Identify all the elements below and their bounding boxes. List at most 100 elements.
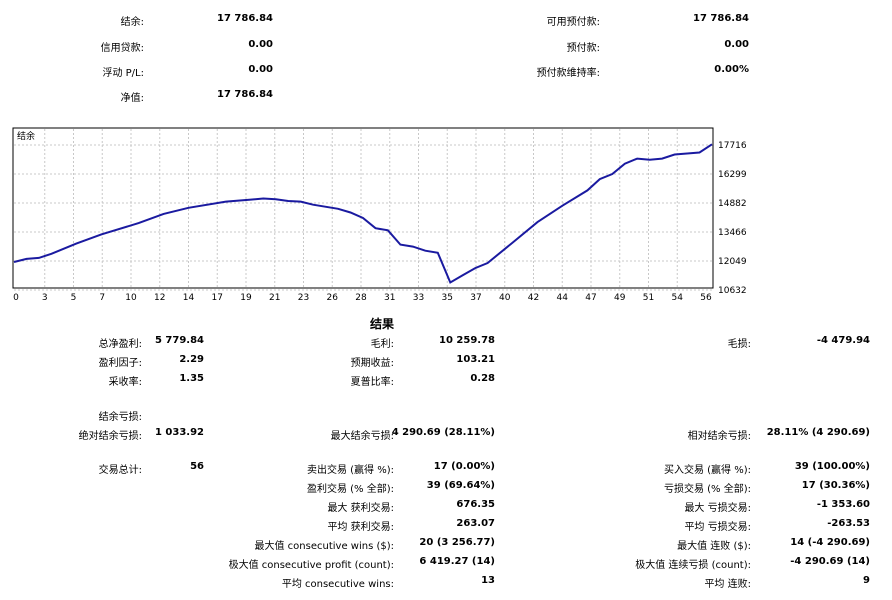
y-tick-label: 13466 xyxy=(718,228,747,238)
short-trades-value: 17 (0.00%) xyxy=(433,461,495,472)
y-tick-label: 10632 xyxy=(718,286,747,296)
x-tick-label: 51 xyxy=(643,293,654,303)
x-tick-label: 0 xyxy=(13,293,19,303)
balance-chart: 结余 17716 16299 14882 13466 12049 10632 0 3 5 7 10… xyxy=(12,127,747,303)
x-tick-label: 47 xyxy=(585,293,596,303)
max-cons-wins-label: 最大值 consecutive wins ($): xyxy=(254,541,395,552)
x-axis-ticks: 0 3 5 7 10 12 14 17 19 21 23 26 28 31 33 35 37 40 42 44 47 49… xyxy=(13,293,712,303)
x-tick-label: 35 xyxy=(442,293,453,303)
equity-label: 净值: xyxy=(120,93,144,104)
x-tick-label: 40 xyxy=(499,293,511,303)
abs-drawdown-value: 1 033.92 xyxy=(154,427,204,438)
profit-trades-value: 39 (69.64%) xyxy=(426,480,495,491)
rel-drawdown-label: 相对结余亏损: xyxy=(687,431,751,442)
avg-profit-value: 263.07 xyxy=(456,518,495,529)
expected-payoff-label: 预期收益: xyxy=(350,358,394,369)
x-tick-label: 28 xyxy=(355,293,367,303)
free-margin-value: 17 786.84 xyxy=(693,13,749,24)
loss-trades-value: 17 (30.36%) xyxy=(801,480,870,491)
y-tick-label: 12049 xyxy=(718,257,747,267)
x-tick-label: 23 xyxy=(298,293,309,303)
max-cons-losses-label: 最大值 连败 ($): xyxy=(677,541,751,552)
expected-payoff-value: 103.21 xyxy=(456,354,495,365)
largest-loss-label: 最大 亏损交易: xyxy=(684,503,751,514)
x-tick-label: 17 xyxy=(212,293,223,303)
x-tick-label: 44 xyxy=(557,293,569,303)
net-profit-label: 总净盈利: xyxy=(98,339,142,350)
margin-label: 预付款: xyxy=(566,43,600,54)
sharpe-ratio-value: 0.28 xyxy=(470,373,495,384)
x-tick-label: 31 xyxy=(384,293,395,303)
floating-pl-value: 0.00 xyxy=(248,64,273,75)
x-tick-label: 49 xyxy=(614,293,626,303)
x-tick-label: 54 xyxy=(672,293,684,303)
largest-loss-value: -1 353.60 xyxy=(816,499,870,510)
abs-drawdown-label: 绝对结余亏损: xyxy=(78,431,142,442)
y-tick-label: 17716 xyxy=(718,141,747,151)
sharpe-ratio-label: 夏普比率: xyxy=(350,377,394,388)
y-tick-label: 14882 xyxy=(718,199,747,209)
x-tick-label: 42 xyxy=(528,293,539,303)
rel-drawdown-value: 28.11% (4 290.69) xyxy=(766,427,870,438)
x-tick-label: 5 xyxy=(71,293,77,303)
max-cons-wins-value: 20 (3 256.77) xyxy=(419,537,495,548)
max-cons-loss-value: -4 290.69 (14) xyxy=(790,556,870,567)
x-tick-label: 26 xyxy=(327,293,339,303)
x-tick-label: 10 xyxy=(125,293,137,303)
free-margin-label: 可用预付款: xyxy=(546,17,600,28)
max-drawdown-label: 最大结余亏损: xyxy=(330,431,394,442)
long-trades-value: 39 (100.00%) xyxy=(794,461,870,472)
margin-level-value: 0.00% xyxy=(714,64,749,75)
x-tick-label: 12 xyxy=(154,293,165,303)
balance-label: 结余: xyxy=(120,17,144,28)
chart-legend: 结余 xyxy=(17,130,35,142)
x-tick-label: 7 xyxy=(99,293,105,303)
max-cons-profit-value: 6 419.27 (14) xyxy=(419,556,495,567)
avg-loss-value: -263.53 xyxy=(827,518,870,529)
floating-pl-label: 浮动 P/L: xyxy=(102,68,144,79)
results-title: 结果 xyxy=(370,317,395,331)
gross-loss-value: -4 479.94 xyxy=(816,335,870,346)
chart-grid xyxy=(14,129,712,291)
max-cons-profit-label: 极大值 consecutive profit (count): xyxy=(228,560,394,571)
x-tick-label: 33 xyxy=(413,293,424,303)
credit-value: 0.00 xyxy=(248,39,273,50)
long-trades-label: 买入交易 (赢得 %): xyxy=(663,465,751,476)
largest-profit-label: 最大 获利交易: xyxy=(327,503,394,514)
avg-cons-wins-value: 13 xyxy=(481,575,495,586)
total-trades-label: 交易总计: xyxy=(98,465,142,476)
x-tick-label: 56 xyxy=(700,293,712,303)
profit-factor-label: 盈利因子: xyxy=(98,358,142,369)
y-axis-ticks: 17716 16299 14882 13466 12049 10632 xyxy=(718,141,747,296)
chart-frame xyxy=(12,127,714,289)
gross-profit-label: 毛利: xyxy=(370,339,394,350)
equity-value: 17 786.84 xyxy=(217,89,273,100)
profit-factor-value: 2.29 xyxy=(179,354,204,365)
short-trades-label: 卖出交易 (赢得 %): xyxy=(306,465,394,476)
margin-level-label: 预付款维持率: xyxy=(536,68,600,79)
x-tick-label: 19 xyxy=(240,293,252,303)
profit-trades-label: 盈利交易 (% 全部): xyxy=(306,484,394,495)
credit-label: 信用贷款: xyxy=(100,43,144,54)
y-tick-label: 16299 xyxy=(718,170,747,180)
x-tick-label: 14 xyxy=(183,293,195,303)
x-tick-label: 37 xyxy=(470,293,481,303)
max-drawdown-value: 4 290.69 (28.11%) xyxy=(391,427,495,438)
gross-loss-label: 毛损: xyxy=(727,339,751,350)
recovery-factor-value: 1.35 xyxy=(179,373,204,384)
x-tick-label: 21 xyxy=(269,293,280,303)
balance-line xyxy=(13,143,713,284)
net-profit-value: 5 779.84 xyxy=(154,335,204,346)
max-cons-losses-value: 14 (-4 290.69) xyxy=(790,537,870,548)
drawdown-header: 结余亏损: xyxy=(98,412,142,423)
balance-value: 17 786.84 xyxy=(217,13,273,24)
gross-profit-value: 10 259.78 xyxy=(439,335,495,346)
total-trades-value: 56 xyxy=(190,461,204,472)
chart-line-layer xyxy=(13,143,713,284)
loss-trades-label: 亏损交易 (% 全部): xyxy=(663,484,751,495)
avg-cons-losses-label: 平均 连败: xyxy=(704,579,751,590)
avg-cons-losses-value: 9 xyxy=(863,575,870,586)
largest-profit-value: 676.35 xyxy=(456,499,495,510)
max-cons-loss-label: 极大值 连续亏损 (count): xyxy=(635,560,751,571)
avg-profit-label: 平均 获利交易: xyxy=(327,522,394,533)
